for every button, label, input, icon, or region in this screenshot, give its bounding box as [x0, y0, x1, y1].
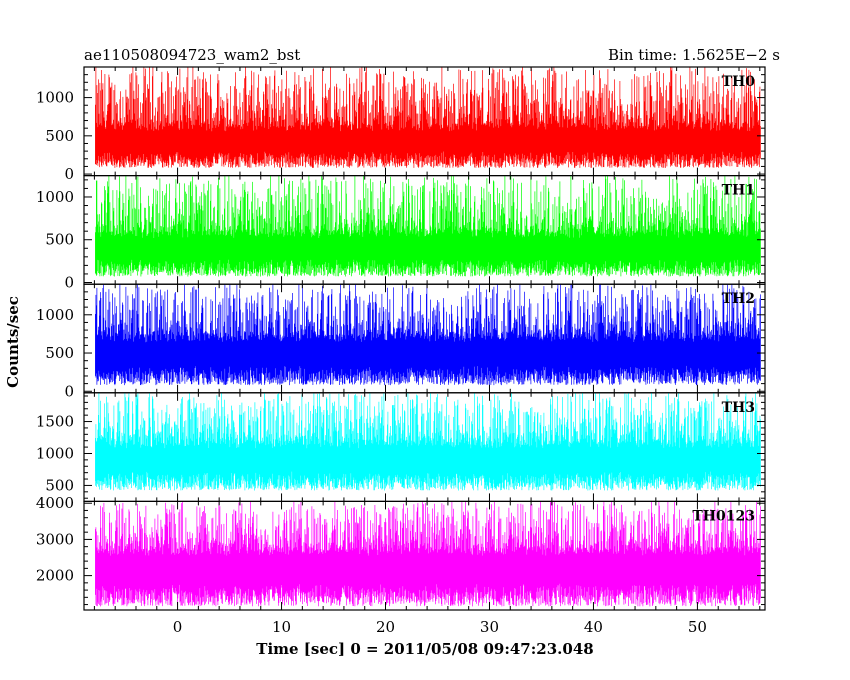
- y-tick-label: 4000: [36, 494, 74, 512]
- panel-label: TH0123: [692, 508, 755, 524]
- y-tick-label: 1000: [36, 89, 74, 107]
- x-tick-label: 0: [173, 618, 183, 636]
- x-tick-label: 40: [584, 618, 603, 636]
- panel-th0: 0 500 1000 TH0: [36, 66, 766, 183]
- y-tick-label: 500: [45, 231, 74, 249]
- y-tick-label: 500: [45, 127, 74, 145]
- y-tick-label: 1000: [36, 444, 74, 462]
- x-axis-label: Time [sec] 0 = 2011/05/08 09:47:23.048: [256, 640, 593, 658]
- y-tick-label: 1000: [36, 306, 74, 324]
- panel-th3: 500 1000 1500 TH3: [36, 392, 766, 502]
- chart-title-left: ae110508094723_wam2_bst: [84, 46, 300, 64]
- y-tick-label: 2000: [36, 567, 74, 585]
- y-tick-label: 1500: [36, 413, 74, 431]
- panels: 0 500 1000 TH0 0 500 1000 TH1 0 500 1000 TH2 500 1000…: [36, 66, 766, 611]
- panel-th0123: 2000 3000 4000 TH0123: [36, 494, 766, 611]
- panel-label: TH3: [722, 400, 755, 416]
- series-th0: [95, 67, 761, 168]
- series-th3: [95, 392, 761, 491]
- series-th0123: [95, 501, 761, 607]
- y-tick-label: 500: [45, 344, 74, 362]
- panel-label: TH1: [722, 183, 755, 199]
- panel-th2: 0 500 1000 TH2: [36, 283, 766, 400]
- y-tick-label: 0: [64, 165, 74, 183]
- panel-frame: [83, 500, 766, 611]
- x-tick-label: 20: [376, 618, 395, 636]
- y-axis-label: Counts/sec: [4, 296, 22, 388]
- y-tick-label: 1000: [36, 188, 74, 206]
- y-tick-label: 3000: [36, 530, 74, 548]
- panel-label: TH0: [722, 74, 756, 90]
- y-tick-label: 500: [45, 476, 74, 494]
- series-th1: [95, 175, 761, 277]
- x-tick-label: 10: [272, 618, 291, 636]
- panel-label: TH2: [722, 291, 755, 307]
- y-tick-label: 0: [64, 382, 74, 400]
- chart-title-right: Bin time: 1.5625E−2 s: [608, 46, 780, 64]
- x-tick-label: 30: [480, 618, 499, 636]
- series-th2: [95, 284, 761, 386]
- y-tick-label: 0: [64, 273, 74, 291]
- x-tick-label: 50: [688, 618, 707, 636]
- x-tick-labels: 0 10 20 30 40 50: [173, 618, 707, 636]
- panel-th1: 0 500 1000 TH1: [36, 175, 766, 291]
